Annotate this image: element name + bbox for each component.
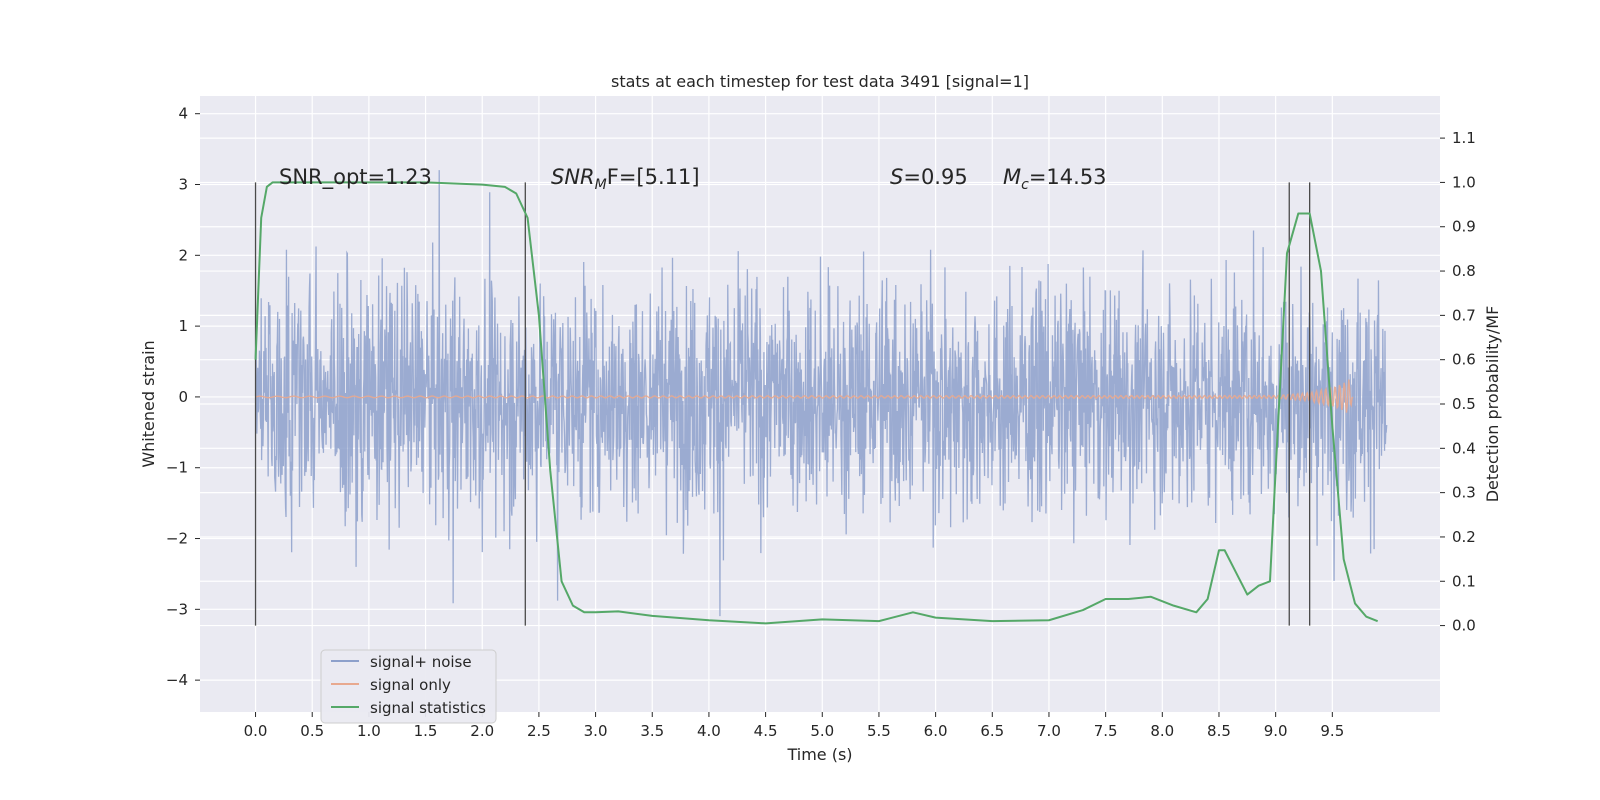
y-axis-right: 0.0 0.1 0.2 0.3 0.4 0.5 0.6 0.7 0.8 0.9 1.0 1.1	[1440, 129, 1476, 635]
y2-tick-label: 0.8	[1452, 262, 1476, 280]
x-tick-label: 6.5	[980, 722, 1004, 740]
y2-tick-label: 0.3	[1452, 484, 1476, 502]
legend-label-signal: signal only	[370, 676, 451, 694]
x-tick-label: 3.0	[584, 722, 608, 740]
signal-trace	[255, 379, 1354, 413]
legend-label-noise: signal+ noise	[370, 653, 472, 671]
x-tick-label: 7.0	[1037, 722, 1061, 740]
x-tick-label: 5.5	[867, 722, 891, 740]
y-tick-label: −1	[166, 459, 188, 477]
annotation-snr-opt: SNR_opt=1.23	[279, 165, 432, 190]
x-tick-label: 4.5	[754, 722, 778, 740]
x-tick-label: 7.5	[1094, 722, 1118, 740]
y-tick-label: 3	[178, 176, 188, 194]
y2-tick-label: 1.0	[1452, 173, 1476, 191]
x-tick-label: 4.0	[697, 722, 721, 740]
y-tick-label: 0	[178, 388, 188, 406]
y-axis-left: −4 −3 −2 −1 0 1 2 3 4	[166, 105, 200, 689]
series-signal-only	[255, 379, 1354, 413]
y2-tick-label: 0.2	[1452, 528, 1476, 546]
annotation-mc: Mc=14.53	[1003, 165, 1107, 193]
y2-tick-label: 0.4	[1452, 439, 1476, 457]
x-tick-label: 5.0	[810, 722, 834, 740]
series-signal-statistics	[254, 181, 1379, 625]
chart-title: stats at each timestep for test data 349…	[611, 72, 1029, 91]
legend: signal+ noise signal only signal statist…	[320, 649, 497, 724]
y-tick-label: 2	[178, 246, 188, 264]
marker-lines	[254, 182, 1311, 626]
x-tick-label: 8.5	[1207, 722, 1231, 740]
x-tick-label: 6.0	[924, 722, 948, 740]
x-tick-label: 3.5	[640, 722, 664, 740]
y-tick-label: 4	[178, 105, 188, 123]
stats-line	[254, 181, 1379, 625]
x-tick-label: 9.0	[1264, 722, 1288, 740]
y-tick-label: −3	[166, 600, 188, 618]
y-axis-label: Whitened strain	[139, 340, 158, 467]
x-axis: 0.0 0.5 1.0 1.5 2.0 2.5 3.0 3.5 4.0 4.5 5.0 5.5 6.0 6…	[244, 712, 1344, 740]
y-tick-label: −2	[166, 530, 188, 548]
y2-tick-label: 0.1	[1452, 572, 1476, 590]
annotation-s: S=0.95	[890, 165, 968, 189]
y-tick-label: −4	[166, 671, 188, 689]
y2-axis-label: Detection probability/MF	[1483, 306, 1502, 503]
y2-tick-label: 0.9	[1452, 218, 1476, 236]
x-axis-label: Time (s)	[786, 745, 852, 764]
y2-tick-label: 0.5	[1452, 395, 1476, 413]
y2-tick-label: 1.1	[1452, 129, 1476, 147]
annotation-snr-mf: SNRMF=[5.11]	[551, 165, 700, 193]
x-tick-label: 1.5	[414, 722, 438, 740]
series-signal-noise	[254, 170, 1388, 617]
y-tick-label: 1	[178, 317, 188, 335]
legend-label-stats: signal statistics	[370, 699, 486, 717]
y2-tick-label: 0.0	[1452, 617, 1476, 635]
noise-trace	[254, 170, 1388, 617]
x-tick-label: 8.0	[1150, 722, 1174, 740]
x-tick-label: 0.0	[244, 722, 268, 740]
x-tick-label: 9.5	[1320, 722, 1344, 740]
x-tick-label: 1.0	[357, 722, 381, 740]
legend-box	[320, 649, 497, 724]
y2-tick-label: 0.6	[1452, 351, 1476, 369]
y2-tick-label: 0.7	[1452, 306, 1476, 324]
x-tick-label: 2.0	[470, 722, 494, 740]
x-tick-label: 2.5	[527, 722, 551, 740]
x-tick-label: 0.5	[300, 722, 324, 740]
